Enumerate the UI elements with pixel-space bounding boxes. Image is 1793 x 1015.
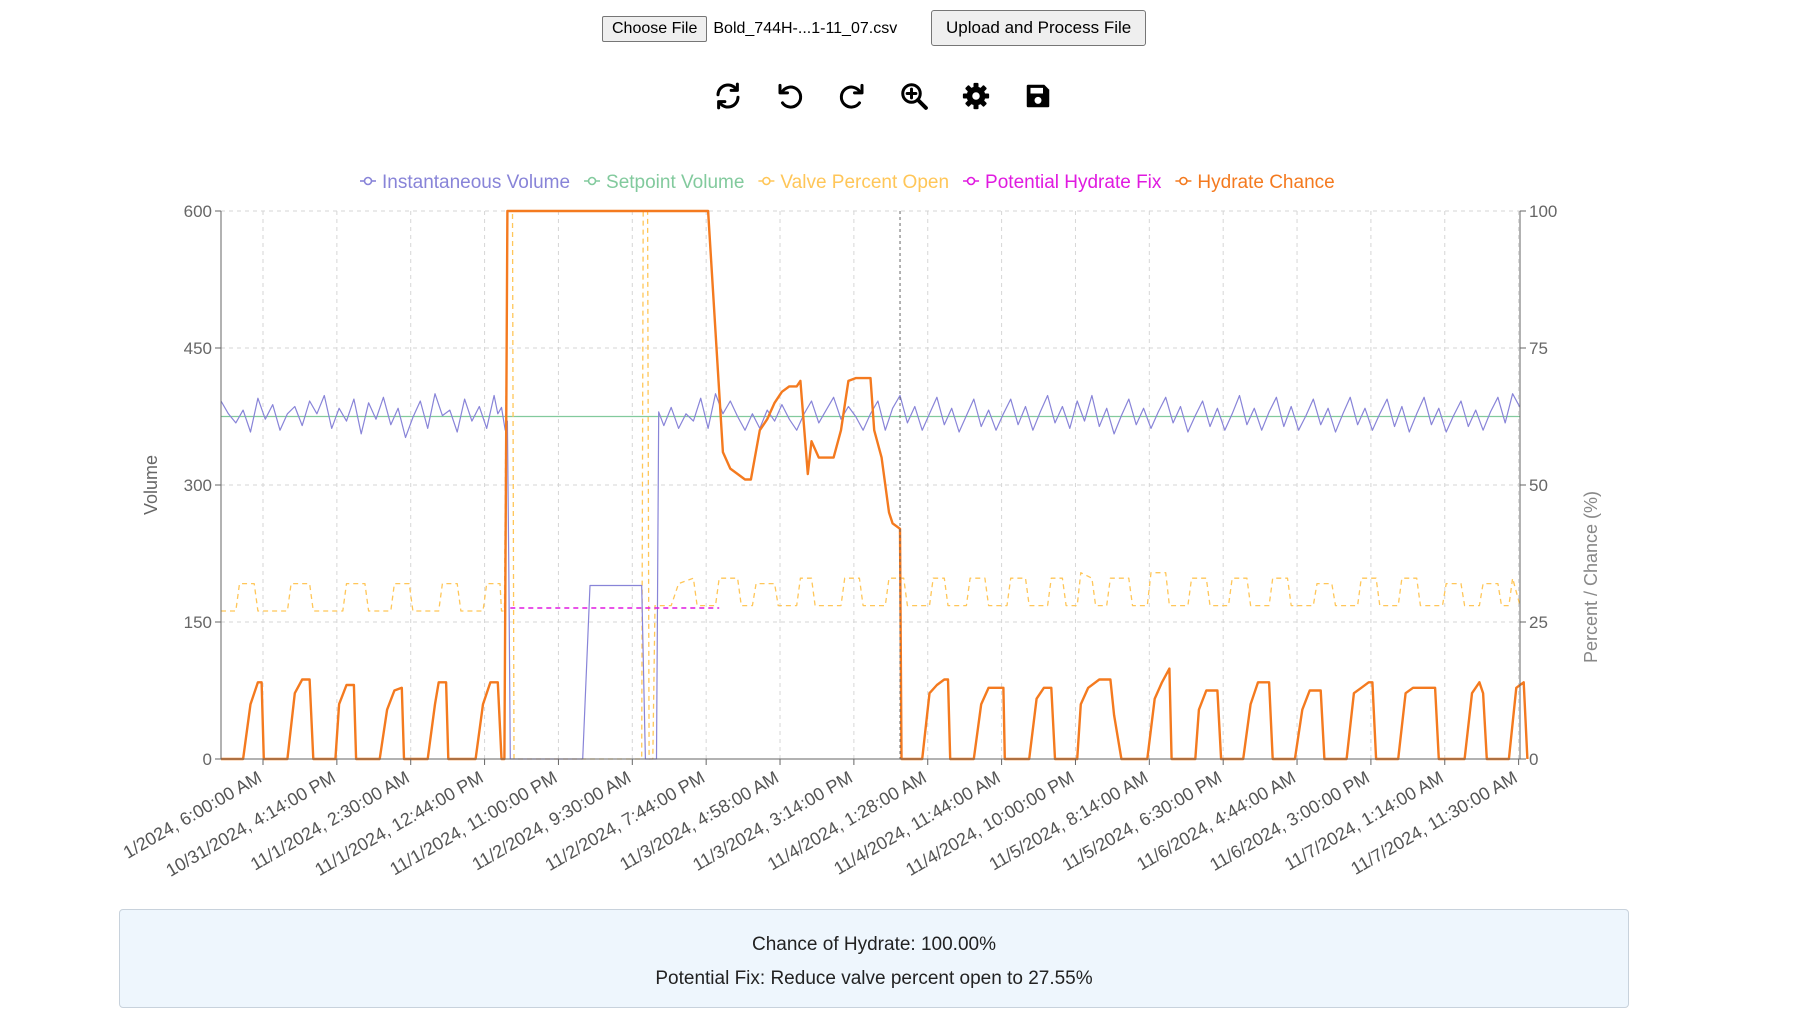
y-right-tick-label: 100	[1529, 202, 1557, 221]
save-button[interactable]	[1007, 76, 1069, 116]
y-right-tick-label: 25	[1529, 613, 1548, 632]
zoom-in-button[interactable]	[883, 76, 945, 116]
legend-label-hydrate: Hydrate Chance	[1197, 172, 1334, 193]
upload-process-button[interactable]: Upload and Process File	[931, 10, 1147, 46]
legend-marker-hydrate	[1179, 176, 1188, 186]
y-right-tick-label: 75	[1529, 339, 1548, 358]
legend-label-fix: Potential Hydrate Fix	[985, 172, 1162, 193]
series-line-instantaneous	[220, 393, 1521, 760]
redo-icon	[839, 83, 864, 109]
y-left-tick-label: 600	[184, 202, 212, 221]
undo-button[interactable]	[759, 76, 821, 116]
y-right-tick-label: 0	[1529, 750, 1538, 769]
y-left-tick-label: 450	[184, 339, 212, 358]
y-right-axis-label: Percent / Chance (%)	[1581, 491, 1601, 663]
hydrate-info-panel: Chance of Hydrate: 100.00% Potential Fix…	[119, 909, 1629, 1008]
y-left-axis-label: Volume	[141, 455, 161, 515]
legend-marker-setpoint	[587, 176, 597, 186]
refresh-icon	[716, 82, 740, 110]
settings-button[interactable]	[945, 76, 1007, 116]
undo-icon	[778, 83, 803, 109]
y-left-tick-label: 150	[184, 613, 212, 632]
save-icon	[1026, 84, 1050, 108]
redo-button[interactable]	[821, 76, 883, 116]
y-left-tick-label: 300	[184, 476, 212, 495]
legend-marker-valve	[762, 176, 771, 186]
legend-marker-instantaneous	[363, 176, 373, 186]
chart-toolbar	[697, 76, 1069, 116]
gear-icon	[962, 82, 990, 110]
y-right-tick-label: 50	[1529, 476, 1548, 495]
choose-file-button[interactable]: Choose File	[602, 16, 708, 42]
hydrate-chance-text: Chance of Hydrate: 100.00%	[752, 934, 996, 955]
y-left-tick-label: 0	[203, 750, 212, 769]
potential-fix-text: Potential Fix: Reduce valve percent open…	[655, 968, 1093, 989]
zoom-in-icon	[901, 83, 928, 110]
legend-label-instantaneous: Instantaneous Volume	[382, 172, 570, 193]
selected-file-name: Bold_744H-...1-11_07.csv	[713, 20, 898, 37]
legend-label-valve: Valve Percent Open	[780, 172, 949, 193]
file-input[interactable]: Choose File Bold_744H-...1-11_07.csv	[602, 13, 897, 45]
refresh-button[interactable]	[697, 76, 759, 116]
legend-label-setpoint: Setpoint Volume	[606, 172, 744, 193]
legend-marker-fix	[966, 176, 976, 186]
